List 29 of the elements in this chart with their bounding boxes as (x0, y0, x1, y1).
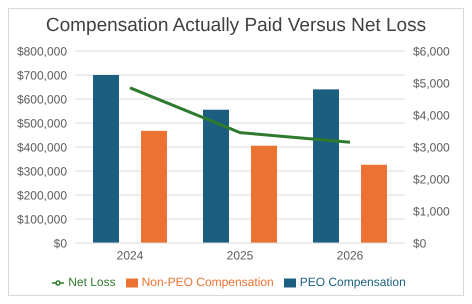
y2-tick-label: $1,000 (413, 204, 450, 218)
y-tick-label: $600,000 (16, 92, 68, 106)
y2-tick-label: $6,000 (413, 44, 450, 58)
bar (93, 75, 119, 243)
y2-tick-label: $2,000 (413, 172, 450, 186)
x-tick-label: 2025 (226, 248, 254, 263)
bar (141, 130, 167, 243)
y-tick-label: $100,000 (16, 212, 68, 226)
x-tick-label: 2024 (116, 248, 144, 263)
y-tick-label: $700,000 (16, 68, 68, 82)
legend-label: Non-PEO Compensation (142, 275, 274, 289)
y-tick-label: $500,000 (16, 116, 68, 130)
y2-tick-label: $3,000 (413, 140, 450, 154)
y-tick-label: $400,000 (16, 140, 68, 154)
y2-tick-label: $4,000 (413, 108, 450, 122)
legend-label: PEO Compensation (300, 275, 406, 289)
y-tick-label: $800,000 (16, 44, 68, 58)
legend-label: Net Loss (68, 275, 116, 289)
bar (251, 146, 277, 243)
bar (203, 110, 229, 243)
bar (313, 89, 339, 243)
chart-title: Compensation Actually Paid Versus Net Loss (44, 15, 428, 38)
y2-tick-label: $0 (413, 236, 427, 250)
x-tick-label: 2026 (336, 248, 364, 263)
y-tick-label: $300,000 (16, 164, 68, 178)
bar (361, 164, 387, 243)
y-tick-label: $0 (54, 236, 68, 250)
y2-tick-label: $5,000 (413, 76, 450, 90)
y-tick-label: $200,000 (16, 188, 68, 202)
